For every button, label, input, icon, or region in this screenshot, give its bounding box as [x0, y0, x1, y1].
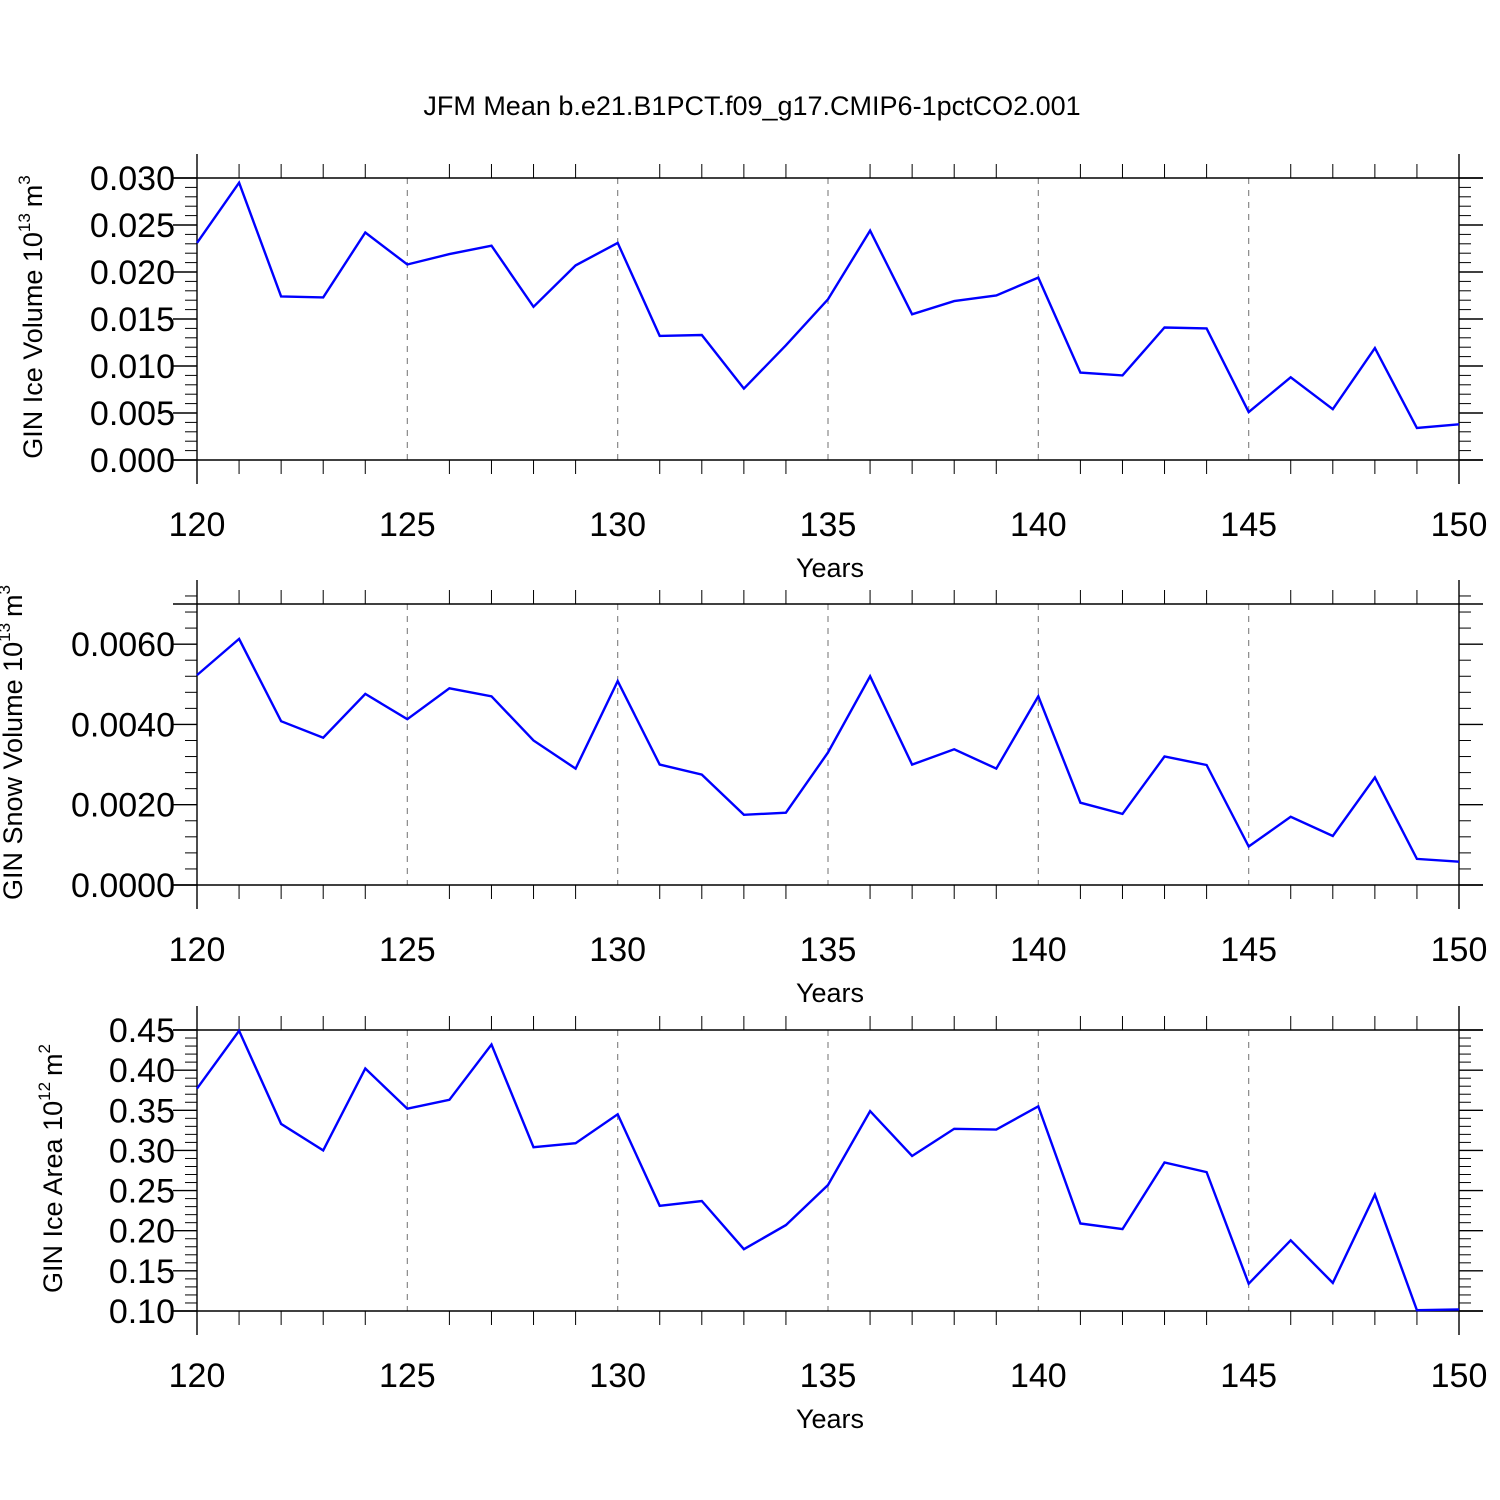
y-axis-label-text: GIN Ice Area 10	[38, 1101, 68, 1293]
y-axis-label-exponent: 13	[0, 623, 14, 642]
y-tick-label: 0.0060	[71, 626, 175, 664]
x-tick-label: 150	[1431, 506, 1488, 544]
x-tick-label: 140	[1010, 931, 1067, 969]
x-tick-label: 150	[1431, 1357, 1488, 1395]
x-tick-label: 140	[1010, 1357, 1067, 1395]
y-axis-label-unit: m	[0, 594, 28, 617]
x-tick-label: 130	[589, 1357, 646, 1395]
series-line	[196, 1028, 1460, 1312]
panels: 120 125 130 135 140 145 150 0.000 0.005 0.010 0.01…	[0, 154, 1487, 1434]
y-tick-label: 0.0040	[71, 706, 175, 744]
x-tick-label: 130	[589, 506, 646, 544]
y-axis-label: GIN Ice Volume 1013 m3	[15, 175, 48, 459]
x-tick-label: 135	[800, 1357, 857, 1395]
figure-title: JFM Mean b.e21.B1PCT.f09_g17.CMIP6-1pctC…	[423, 91, 1080, 121]
y-tick-label: 0.025	[90, 207, 175, 245]
panel-2: 120 125 130 135 140 145 150 0.0000 0.0020 0.0040 0…	[0, 580, 1487, 1008]
y-axis-label-text: GIN Ice Volume 10	[18, 232, 48, 459]
x-tick-label: 120	[169, 931, 226, 969]
series-line	[196, 636, 1460, 863]
y-tick-label: 0.0020	[71, 787, 175, 825]
y-tick-label: 0.40	[109, 1052, 175, 1090]
x-axis-label: Years	[796, 553, 864, 583]
y-tick-label: 0.25	[109, 1173, 175, 1211]
x-tick-label: 125	[379, 506, 436, 544]
x-tick-label: 135	[800, 931, 857, 969]
y-tick-label: 0.30	[109, 1132, 175, 1170]
x-tick-label: 145	[1220, 1357, 1277, 1395]
x-tick-label: 135	[800, 506, 857, 544]
y-tick-label: 0.005	[90, 395, 175, 433]
x-tick-label: 130	[589, 931, 646, 969]
y-axis-label-unit-exponent: 3	[15, 175, 34, 184]
x-tick-label: 120	[169, 506, 226, 544]
x-tick-label: 145	[1220, 931, 1277, 969]
x-axis-label: Years	[796, 1404, 864, 1434]
y-tick-label: 0.45	[109, 1012, 175, 1050]
y-axis-label-exponent: 13	[15, 213, 34, 232]
x-tick-label: 145	[1220, 506, 1277, 544]
y-tick-label: 0.20	[109, 1213, 175, 1251]
y-tick-label: 0.35	[109, 1092, 175, 1130]
series-line	[196, 180, 1460, 430]
y-tick-label: 0.030	[90, 160, 175, 198]
y-axis-label-exponent: 12	[35, 1082, 54, 1101]
y-tick-label: 0.010	[90, 348, 175, 386]
x-tick-label: 125	[379, 931, 436, 969]
y-tick-label: 0.15	[109, 1253, 175, 1291]
x-tick-label: 150	[1431, 931, 1488, 969]
y-tick-label: 0.015	[90, 301, 175, 339]
y-tick-label: 0.0000	[71, 867, 175, 905]
y-axis-label-unit: m	[38, 1053, 68, 1076]
x-tick-label: 125	[379, 1357, 436, 1395]
y-axis-label: GIN Ice Area 1012 m2	[35, 1044, 68, 1293]
y-axis-label-text: GIN Snow Volume 10	[0, 642, 28, 900]
y-axis-label-unit-exponent: 2	[35, 1044, 54, 1053]
y-axis-label: GIN Snow Volume 1013 m3	[0, 585, 28, 900]
y-tick-label: 0.000	[90, 442, 175, 480]
panel-3: 120 125 130 135 140 145 1500.100.150.200.250.3…	[35, 1006, 1487, 1434]
x-axis-label: Years	[796, 978, 864, 1008]
x-tick-label: 140	[1010, 506, 1067, 544]
y-axis-label-unit-exponent: 3	[0, 585, 14, 594]
y-tick-label: 0.020	[90, 254, 175, 292]
y-tick-label: 0.10	[109, 1293, 175, 1331]
panel-1: 120 125 130 135 140 145 150 0.000 0.005 0.010 0.01…	[15, 154, 1487, 583]
y-axis-label-unit: m	[18, 185, 48, 208]
x-tick-label: 120	[169, 1357, 226, 1395]
